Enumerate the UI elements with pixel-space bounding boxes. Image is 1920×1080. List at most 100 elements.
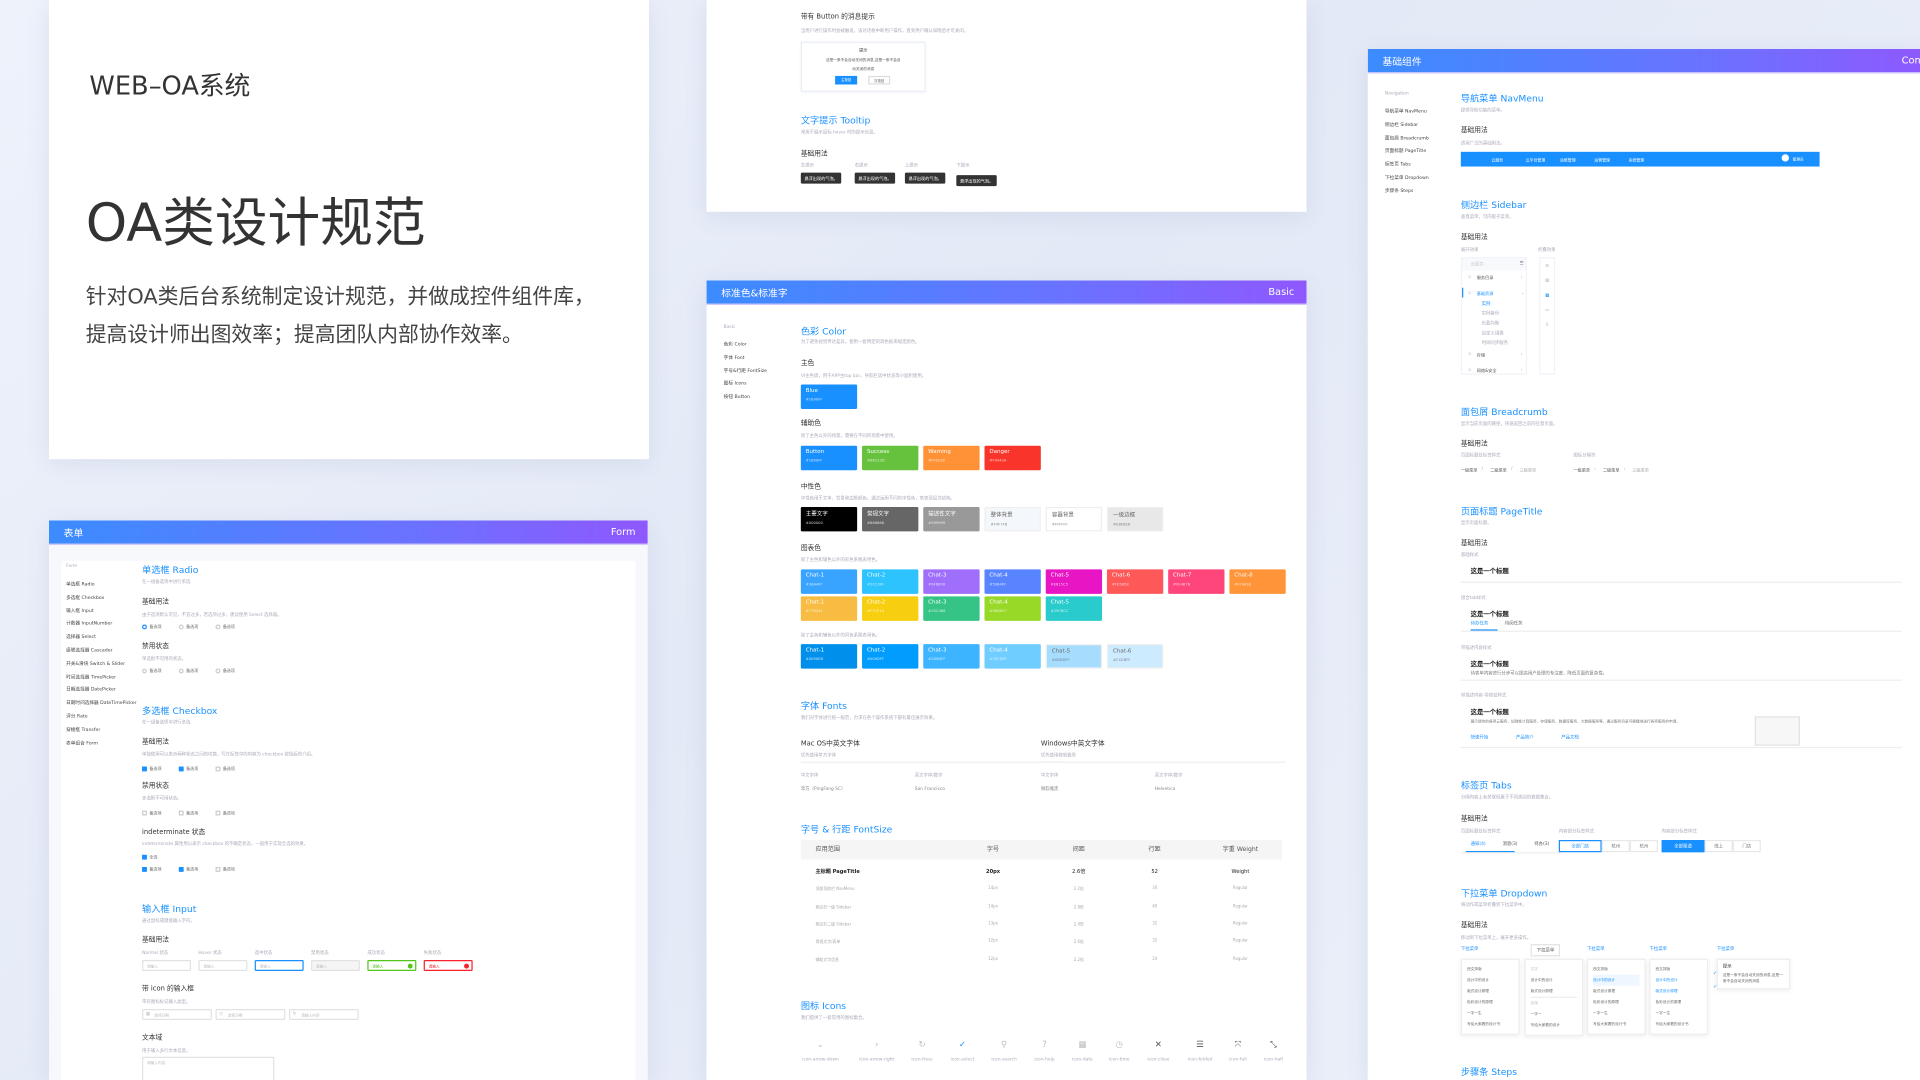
pagetitle-link[interactable]: 产品简介: [1515, 734, 1534, 740]
form-sidebar-item[interactable]: 表单组合 Form: [66, 739, 98, 746]
form-sidebar-item[interactable]: 选择器 Select: [66, 633, 96, 640]
text-input[interactable]: 请输入: [423, 960, 473, 972]
icon-folded-icon[interactable]: ☰: [1196, 1039, 1204, 1050]
dropdown-item[interactable]: 一字一生: [1593, 1010, 1608, 1016]
checkbox[interactable]: 备选项: [142, 765, 161, 772]
dropdown-item[interactable]: 版式设计原理: [1466, 988, 1489, 994]
form-sidebar-item[interactable]: 穿梭框 Transfer: [66, 725, 101, 732]
sidebar-menu-item[interactable]: 存储: [1476, 352, 1486, 358]
checkbox[interactable]: 备选项: [178, 809, 198, 816]
basic-sidebar-item[interactable]: 字体 Font: [723, 353, 745, 360]
segment-tab[interactable]: 杭州: [1629, 840, 1658, 853]
catalog-icon[interactable]: ▤: [1545, 277, 1550, 283]
checkbox[interactable]: 备选项: [215, 809, 235, 816]
sidebar-submenu-item[interactable]: 自定义镜像: [1481, 330, 1504, 336]
pagetitle-tab[interactable]: 待阅任务: [1504, 620, 1523, 626]
dropdown-item[interactable]: 设计中的设计: [1593, 974, 1640, 986]
form-sidebar-item[interactable]: 单选框 Radio: [66, 580, 95, 587]
checkbox[interactable]: 备选项: [178, 765, 198, 772]
breadcrumb-item[interactable]: 一级菜单: [1460, 467, 1478, 473]
dropdown-item[interactable]: 色彩设计的原理: [1655, 999, 1682, 1005]
basic-sidebar-item[interactable]: 色彩 Color: [723, 340, 747, 347]
icon-input[interactable]: 请输入内容: [288, 1008, 359, 1021]
radio[interactable]: 备选项: [215, 623, 235, 630]
dropdown-item[interactable]: 写给大家看的设计书: [1655, 1021, 1689, 1027]
components-sidebar-item[interactable]: 导航菜单 NavMenu: [1384, 107, 1427, 114]
nav-menu-item[interactable]: 运维管理: [1560, 157, 1576, 163]
text-input[interactable]: 请输入: [198, 960, 248, 972]
nav-menu-item[interactable]: 云服务: [1491, 157, 1504, 163]
dropdown-item[interactable]: 一字一: [1530, 1011, 1542, 1017]
checkbox-select-all[interactable]: 全选: [142, 853, 157, 860]
tooltip[interactable]: 悬浮出现的气泡。: [904, 172, 946, 184]
sidebar-submenu-item[interactable]: 实例备份: [1481, 311, 1500, 316]
segment-tab[interactable]: 全部门店: [1558, 840, 1602, 853]
radio[interactable]: 备选项: [215, 667, 235, 674]
dropdown-item[interactable]: 写给大家看的设计书: [1466, 1021, 1501, 1027]
dropdown-item[interactable]: 设计中的设计: [1655, 977, 1678, 983]
checkbox[interactable]: 备选项: [215, 866, 235, 872]
basic-sidebar-item[interactable]: 字号&行距 FontSize: [723, 366, 768, 373]
tab[interactable]: 消息(3): [1502, 841, 1518, 847]
nav-menu-item[interactable]: 系统管理: [1628, 157, 1645, 163]
dropdown-item[interactable]: 色彩设计的原理: [1593, 999, 1619, 1005]
sidebar-menu-item[interactable]: 服务目录: [1476, 275, 1494, 281]
segment-tab[interactable]: 线上: [1704, 840, 1733, 853]
form-sidebar-item[interactable]: 评分 Rate: [66, 712, 88, 719]
secondary-button[interactable]: 次按钮: [868, 75, 891, 85]
components-sidebar-item[interactable]: 步骤条 Steps: [1384, 187, 1414, 194]
checkbox[interactable]: 备选项: [142, 866, 161, 872]
form-sidebar-item[interactable]: 日期选择器 DatePicker: [66, 686, 116, 693]
nav-menu-item[interactable]: 云平台管理: [1525, 157, 1546, 163]
icon-arrow-right-icon[interactable]: ›: [875, 1039, 879, 1050]
dropdown-trigger[interactable]: 下拉菜单: [1586, 946, 1605, 952]
checkbox[interactable]: 备选项: [178, 866, 198, 872]
icon-close-icon[interactable]: ✕: [1154, 1039, 1162, 1050]
text-input[interactable]: 请输入: [367, 960, 417, 972]
checkbox[interactable]: 备选项: [215, 765, 235, 772]
icon-half-icon[interactable]: ⤡: [1270, 1039, 1277, 1050]
icon-date-icon[interactable]: ▦: [1078, 1039, 1087, 1050]
nav-user[interactable]: 管理员: [1792, 156, 1804, 162]
basic-sidebar-item[interactable]: 图标 Icons: [723, 380, 747, 387]
tooltip[interactable]: 悬浮出现的气泡。: [854, 172, 896, 184]
dropdown-item[interactable]: 西文排版: [1655, 966, 1671, 972]
dropdown-item[interactable]: 写给大家看的设计书: [1593, 1021, 1627, 1027]
icon-search-icon[interactable]: ⚲: [1000, 1039, 1008, 1050]
checkbox[interactable]: 备选项: [142, 809, 161, 816]
breadcrumb-item[interactable]: 二级菜单: [1490, 467, 1507, 473]
avatar[interactable]: [1781, 154, 1789, 162]
sidebar-search[interactable]: 云服务: [1470, 262, 1484, 267]
dropdown-item[interactable]: 版式设计原理: [1530, 988, 1553, 994]
dropdown-trigger[interactable]: 下拉菜单: [1530, 944, 1561, 957]
radio[interactable]: 备选项: [178, 667, 198, 674]
icon-input[interactable]: 选择日期: [215, 1008, 286, 1021]
form-sidebar-item[interactable]: 时间选择器 TimePicker: [66, 672, 117, 680]
icon-time-icon[interactable]: ◷: [1115, 1039, 1123, 1050]
form-sidebar-item[interactable]: 计数器 InputNumber: [66, 620, 113, 627]
sidebar-submenu-item[interactable]: 实例: [1481, 301, 1491, 307]
dropdown-item[interactable]: 西文排版: [1593, 966, 1608, 972]
storage-icon[interactable]: ▭: [1545, 307, 1550, 313]
sidebar-menu-item[interactable]: 网络&安全: [1476, 368, 1497, 374]
dropdown-item[interactable]: 版式设计原理: [1655, 988, 1678, 994]
radio[interactable]: 备选项: [178, 623, 198, 630]
tab[interactable]: 通知(4): [1470, 841, 1486, 847]
breadcrumb-item[interactable]: 一级菜单: [1573, 467, 1591, 473]
nav-menu-item[interactable]: 运营管理: [1594, 157, 1610, 163]
unfold-icon[interactable]: ☰: [1545, 263, 1550, 269]
dropdown-item[interactable]: 版式设计原理: [1593, 988, 1616, 994]
fold-icon[interactable]: ☰: [1519, 260, 1524, 266]
form-sidebar-item[interactable]: 多选框 Checkbox: [66, 593, 105, 600]
form-sidebar-item[interactable]: 开关&滑块 Switch & Slider: [66, 659, 126, 666]
text-input[interactable]: 请输入: [254, 960, 304, 972]
pagetitle-link[interactable]: 快速开始: [1470, 734, 1489, 740]
form-sidebar-item[interactable]: 日期时间选择器 DateTimePicker: [66, 699, 137, 706]
sidebar-submenu-item[interactable]: 时间同步服务: [1481, 340, 1509, 346]
components-sidebar-item[interactable]: 面包屑 Breadcrumb: [1384, 134, 1429, 141]
primary-button[interactable]: 主按钮: [835, 75, 858, 85]
sidebar-submenu-item[interactable]: 负载均衡: [1481, 320, 1500, 326]
textarea[interactable]: 请输入内容: [142, 1056, 275, 1080]
pagetitle-link[interactable]: 产品文档: [1561, 734, 1579, 740]
components-sidebar-item[interactable]: 页面标题 PageTitle: [1384, 147, 1427, 154]
